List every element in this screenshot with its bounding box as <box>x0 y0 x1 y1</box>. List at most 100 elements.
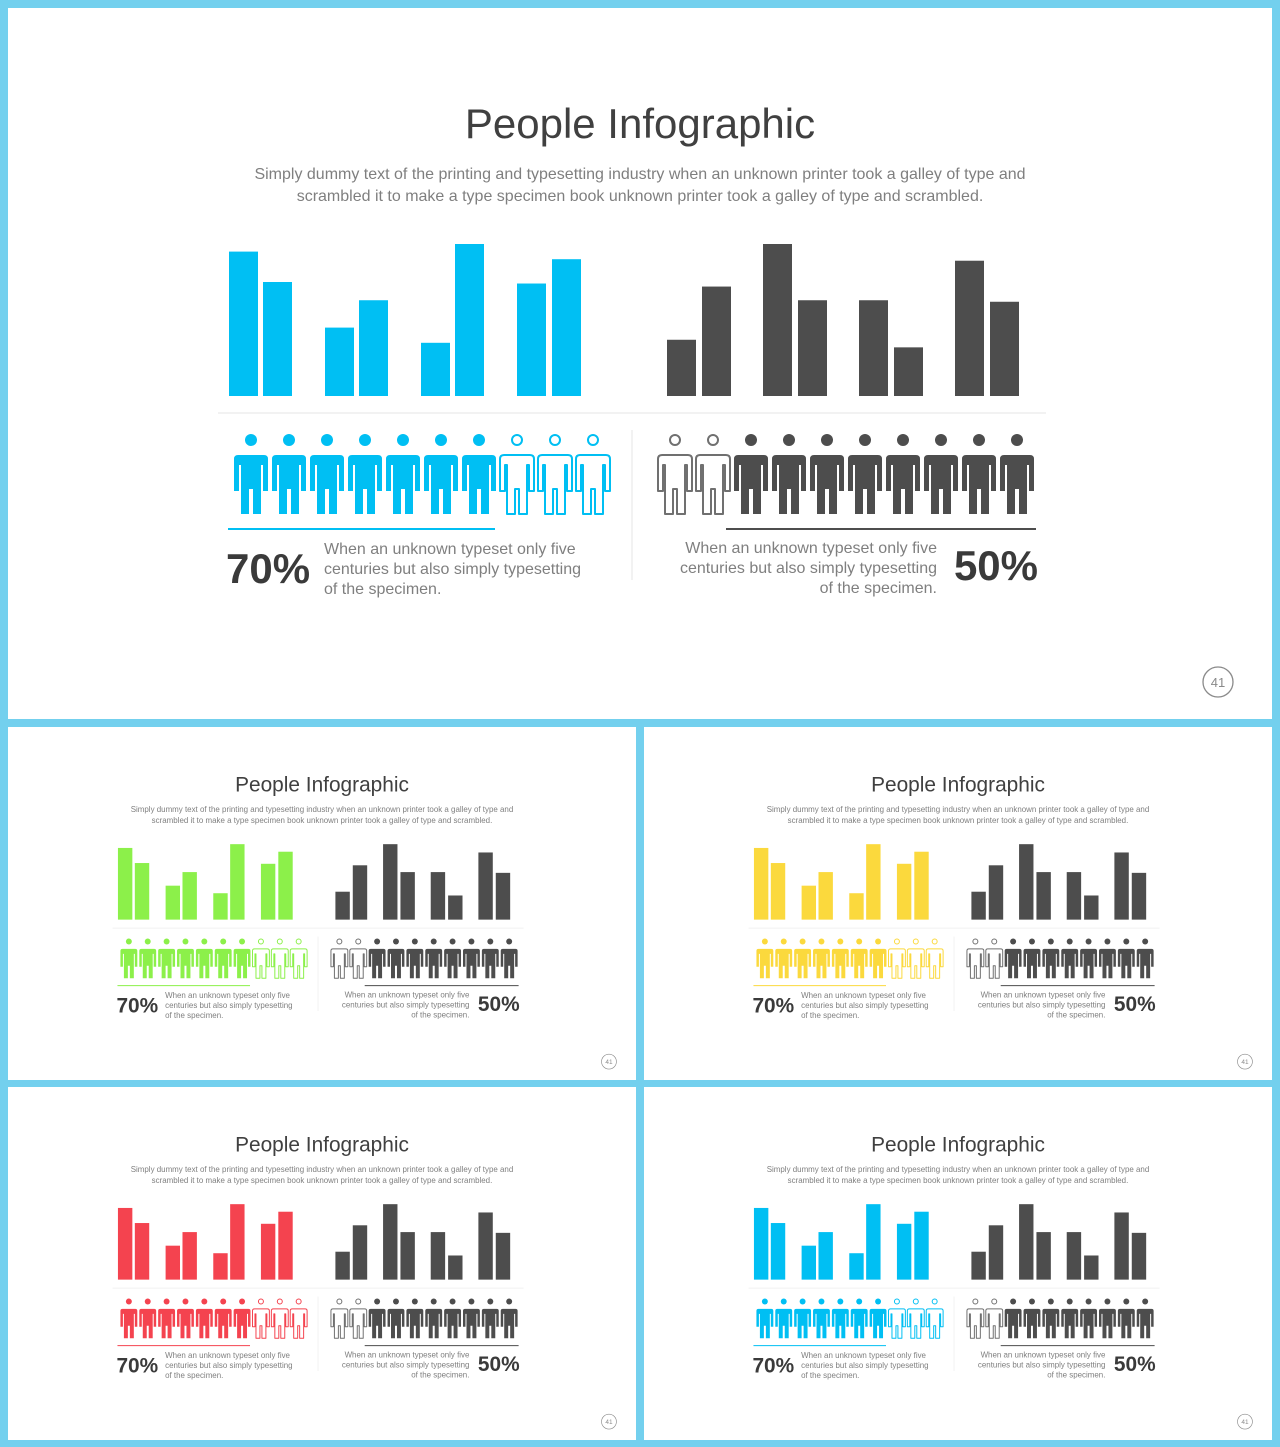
person-head <box>144 938 151 945</box>
person-body <box>810 455 844 514</box>
right-description-line: When an unknown typeset only five <box>981 991 1106 1000</box>
bar <box>335 891 350 920</box>
person-body <box>850 1308 868 1339</box>
person-head <box>163 938 170 945</box>
person-filled-icon <box>444 1298 462 1339</box>
bar <box>165 1245 181 1280</box>
right-description-line: When an unknown typeset only five <box>981 1351 1106 1360</box>
person-body <box>775 948 793 979</box>
person-head <box>295 1298 302 1305</box>
person-head <box>201 1298 208 1305</box>
person-head <box>473 434 485 446</box>
slide-thumbnail-red[interactable]: People Infographic Simply dummy text of t… <box>8 1087 636 1440</box>
person-body <box>270 948 289 979</box>
bar <box>971 891 986 920</box>
person-head <box>856 1298 863 1305</box>
person-outline-icon <box>289 938 308 979</box>
person-head <box>991 1298 998 1305</box>
page-number: 41 <box>1241 1059 1249 1066</box>
person-head <box>336 1298 343 1305</box>
subtitle-line: Simply dummy text of the printing and ty… <box>767 805 1150 814</box>
person-filled-icon <box>500 938 518 979</box>
right-description-line: centuries but also simply typesetting <box>342 1361 470 1370</box>
slide-thumbnail-green[interactable]: People Infographic Simply dummy text of t… <box>8 727 636 1080</box>
person-head <box>257 1298 264 1305</box>
bar <box>213 1253 228 1280</box>
bar <box>990 301 1019 396</box>
person-filled-icon <box>368 1298 386 1339</box>
bar <box>1036 872 1051 920</box>
bar <box>896 863 912 920</box>
person-head <box>1085 938 1092 945</box>
person-head <box>1123 938 1130 945</box>
person-head <box>1085 1298 1092 1305</box>
person-head <box>549 434 561 446</box>
person-filled-icon <box>158 1298 176 1339</box>
bar <box>400 1232 415 1280</box>
person-filled-icon <box>500 1298 518 1339</box>
person-head <box>468 938 475 945</box>
person-body <box>962 455 996 514</box>
person-head <box>359 434 371 446</box>
person-body <box>425 948 443 979</box>
right-description-line: of the specimen. <box>411 1010 469 1019</box>
person-body <box>214 948 232 979</box>
bar <box>753 1207 769 1280</box>
right-description-line: of the specimen. <box>1047 1370 1105 1379</box>
slide-main[interactable]: People Infographic Simply dummy text of t… <box>8 8 1272 719</box>
person-head <box>893 1298 900 1305</box>
person-filled-icon <box>1117 1298 1135 1339</box>
person-head <box>1010 938 1017 945</box>
person-body <box>887 1308 906 1339</box>
person-filled-icon <box>1080 938 1098 979</box>
person-body <box>463 948 480 979</box>
person-outline-icon <box>985 1298 1004 1339</box>
left-description-line: When an unknown typeset only five <box>801 1351 926 1360</box>
left-people-row <box>120 1298 308 1339</box>
page-title: People Infographic <box>465 100 815 147</box>
person-body <box>195 1308 213 1339</box>
person-body <box>906 1308 925 1339</box>
bar <box>866 1204 881 1280</box>
bar <box>801 885 817 920</box>
person-body <box>310 455 344 514</box>
person-filled-icon <box>756 938 774 979</box>
bar <box>134 863 150 920</box>
person-filled-icon <box>425 1298 443 1339</box>
bar <box>117 1207 133 1280</box>
bar <box>988 865 1004 920</box>
person-body <box>500 1308 518 1339</box>
bar <box>552 259 581 396</box>
bar <box>448 1255 463 1280</box>
person-head <box>449 1298 456 1305</box>
person-body <box>330 948 349 979</box>
left-bar-chart <box>753 844 929 920</box>
bar <box>1114 1212 1129 1280</box>
person-body <box>424 455 458 514</box>
subtitle-line: Simply dummy text of the printing and ty… <box>254 166 1025 183</box>
person-head <box>707 434 719 446</box>
slide-thumbnail-yellow[interactable]: People Infographic Simply dummy text of t… <box>644 727 1272 1080</box>
left-description-line: of the specimen. <box>165 1011 223 1020</box>
page-title: People Infographic <box>871 774 1045 797</box>
person-body <box>444 1308 462 1339</box>
person-body <box>1080 1308 1098 1339</box>
person-filled-icon <box>386 434 420 514</box>
person-body <box>924 455 958 514</box>
person-body <box>139 948 157 979</box>
person-outline-icon <box>887 938 906 979</box>
person-head <box>973 434 985 446</box>
person-outline-icon <box>270 1298 289 1339</box>
person-body <box>177 1308 194 1339</box>
person-body <box>887 948 906 979</box>
slide-thumbnail-blue[interactable]: People Infographic Simply dummy text of t… <box>644 1087 1272 1440</box>
person-head <box>780 938 787 945</box>
person-head <box>411 1298 418 1305</box>
bar <box>263 282 292 396</box>
person-head <box>799 938 806 945</box>
person-filled-icon <box>1023 938 1041 979</box>
person-outline-icon <box>270 938 289 979</box>
left-percent: 70% <box>116 994 158 1017</box>
left-description-line: When an unknown typeset only five <box>324 541 576 558</box>
left-description-line: of the specimen. <box>801 1011 859 1020</box>
